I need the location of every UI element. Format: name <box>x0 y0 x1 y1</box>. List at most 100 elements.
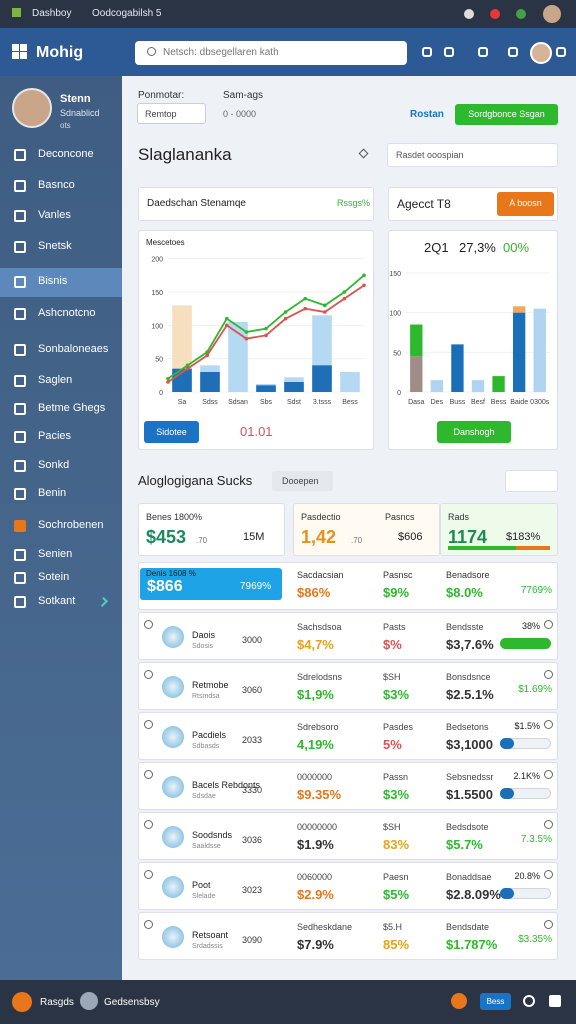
nav-item[interactable]: Sonkd <box>38 459 70 471</box>
status-icon <box>144 920 153 929</box>
col-label: Bendsste <box>446 622 484 632</box>
status-icon <box>464 9 474 19</box>
nav-item[interactable]: Benin <box>38 487 67 499</box>
link: Rostan <box>410 109 444 120</box>
search-button[interactable] <box>505 470 558 492</box>
status-icon <box>516 9 526 19</box>
col-value: $9% <box>383 585 410 600</box>
status-icon <box>544 670 553 679</box>
nav-item[interactable]: Saglen <box>38 374 73 386</box>
nav-item[interactable]: Betme Ghegs <box>38 402 106 414</box>
row[interactable] <box>138 762 558 810</box>
row-right: 2.1K% <box>513 771 540 781</box>
button[interactable] <box>455 104 558 125</box>
row-value: 7969% <box>240 581 272 592</box>
col-value: 5% <box>383 737 402 752</box>
stat: 27,3% <box>459 240 496 255</box>
button[interactable] <box>480 993 511 1010</box>
select[interactable] <box>137 103 206 124</box>
point <box>342 296 347 301</box>
nav-item[interactable]: Snetsk <box>38 240 72 252</box>
row-icon <box>162 876 184 898</box>
avatar <box>543 5 561 23</box>
col-label: Sebsnedssr <box>446 772 494 782</box>
logo-icon <box>20 52 27 59</box>
row[interactable] <box>138 662 558 710</box>
bar <box>172 368 192 392</box>
nav-item[interactable]: Vanles <box>38 209 71 221</box>
grid-icon[interactable] <box>508 47 518 57</box>
col-value: $4,7% <box>297 637 334 652</box>
summary-value: $453 <box>146 527 187 547</box>
col-label: Pasdes <box>383 722 414 732</box>
nav-icon <box>14 375 26 387</box>
row-name: Retsoant <box>192 930 229 940</box>
status-icon <box>144 770 153 779</box>
nav-item[interactable]: Sochrobenen <box>38 519 104 531</box>
nav-item[interactable]: Pacies <box>38 430 72 442</box>
row[interactable] <box>138 612 558 660</box>
avatar <box>530 42 552 64</box>
nav-icon <box>14 520 26 532</box>
bell[interactable] <box>478 47 488 57</box>
row[interactable] <box>138 862 558 910</box>
point <box>342 290 347 294</box>
col-value: $2.9% <box>297 887 334 902</box>
col-label: Benadsore <box>446 570 490 580</box>
nav-item[interactable]: Sonbaloneaes <box>38 343 109 355</box>
nav-item[interactable]: Sotein <box>38 571 70 583</box>
x-tick-label: Buss <box>450 399 466 406</box>
status-icon <box>544 920 553 929</box>
chart: Mescetoes 0 50 100 150 200 Sa Sdss Sdsan Sbs Sdst 3… <box>146 238 366 406</box>
col-value: $7.9% <box>297 937 334 952</box>
status-icon <box>544 620 553 629</box>
select[interactable] <box>387 143 558 167</box>
nav-icon <box>14 572 26 584</box>
heading: Slaglananka <box>138 145 232 164</box>
row-num: 3330 <box>242 785 263 795</box>
row-icon <box>162 776 184 798</box>
row[interactable] <box>138 812 558 860</box>
col-value: $86% <box>297 585 331 600</box>
nav-icon <box>14 488 26 500</box>
x-tick-label: Bess <box>491 399 507 406</box>
row[interactable] <box>138 912 558 960</box>
bar <box>200 372 220 392</box>
button[interactable] <box>437 421 511 443</box>
icon <box>549 995 561 1007</box>
button[interactable] <box>144 421 199 443</box>
row-name: Pacdiels <box>192 730 227 740</box>
row-sub: Srdadssis <box>192 943 223 950</box>
logo-icon <box>20 44 27 51</box>
x-tick-label: Baide <box>510 399 528 406</box>
nav-item[interactable]: Bisnis <box>38 275 68 287</box>
search-icon[interactable] <box>422 47 432 57</box>
y-tick-label: 100 <box>389 311 401 318</box>
point <box>244 336 249 341</box>
point <box>362 283 366 288</box>
col-label: Sdrelodsns <box>297 672 343 682</box>
search-box[interactable] <box>135 41 407 65</box>
row-sub: Saaldsse <box>192 843 221 850</box>
button-label: Bess <box>486 997 505 1006</box>
x-tick-label: Sa <box>178 399 187 406</box>
nav-item[interactable]: Ashcnotcno <box>38 307 96 319</box>
button[interactable] <box>272 471 333 491</box>
nav-item[interactable]: Deconcone <box>38 148 94 160</box>
nav-item[interactable]: Senien <box>38 548 73 560</box>
progress <box>448 546 550 550</box>
row-value: $866 <box>147 578 183 595</box>
chevron[interactable] <box>444 47 454 57</box>
x-tick-label: Sdss <box>202 399 218 406</box>
summary-label: Rads <box>448 512 470 522</box>
nav-item[interactable]: Sotkant <box>38 595 76 607</box>
progress <box>500 888 514 899</box>
select-value: Rasdet ooospian <box>396 150 464 160</box>
col-value: 83% <box>383 837 410 852</box>
row[interactable] <box>138 712 558 760</box>
nav-item[interactable]: Basnco <box>38 179 75 191</box>
point <box>323 303 327 308</box>
button[interactable] <box>497 192 554 216</box>
chevron[interactable] <box>556 47 566 57</box>
point <box>303 296 307 301</box>
